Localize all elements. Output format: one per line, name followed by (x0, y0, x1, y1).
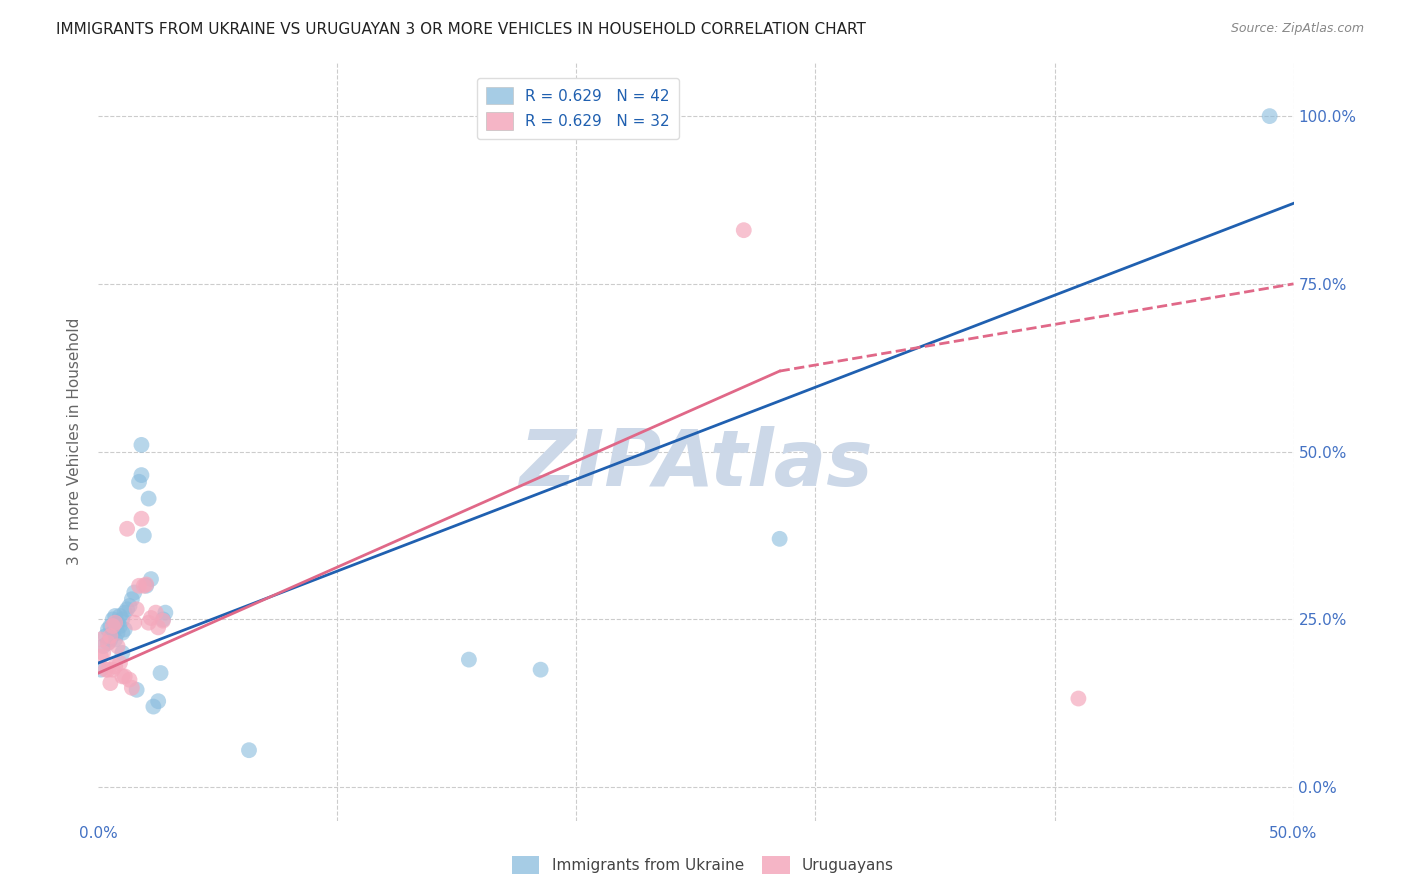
Point (94, 629, 117, 643)
Point (104, 609, 127, 624)
Point (104, 632, 127, 647)
Point (121, 681, 143, 695)
Point (148, 694, 170, 708)
Point (131, 468, 153, 483)
Point (155, 606, 177, 620)
Point (90, 632, 112, 647)
Point (114, 623, 136, 637)
Point (114, 606, 136, 620)
Point (97, 636, 120, 650)
Point (107, 615, 129, 630)
Point (131, 512, 153, 526)
Point (135, 579, 157, 593)
Point (98, 619, 122, 633)
Point (98, 632, 122, 647)
Text: Source: ZipAtlas.com: Source: ZipAtlas.com (1230, 22, 1364, 36)
Point (90, 649, 112, 664)
Text: ZIPAtlas: ZIPAtlas (519, 426, 873, 502)
Point (114, 669, 136, 683)
Point (138, 615, 160, 630)
Point (121, 592, 143, 607)
Point (104, 615, 127, 630)
Point (111, 612, 134, 626)
Point (91, 639, 114, 653)
Point (145, 606, 167, 620)
Point (104, 659, 127, 673)
Point (91, 646, 114, 660)
Legend: Immigrants from Ukraine, Uruguayans: Immigrants from Ukraine, Uruguayans (506, 850, 900, 880)
Point (98, 629, 122, 643)
Point (132, 528, 155, 542)
Point (1067, 691, 1090, 706)
Point (132, 579, 155, 593)
Point (152, 612, 174, 626)
Point (149, 666, 172, 681)
Point (111, 669, 134, 683)
Point (118, 599, 141, 613)
Point (125, 682, 148, 697)
Point (90, 663, 112, 677)
Point (148, 620, 170, 634)
Point (139, 572, 162, 586)
Point (733, 223, 755, 237)
Point (458, 652, 481, 666)
Point (101, 625, 124, 640)
Point (768, 532, 790, 546)
Point (139, 611, 162, 625)
Text: IMMIGRANTS FROM UKRAINE VS URUGUAYAN 3 OR MORE VEHICLES IN HOUSEHOLD CORRELATION: IMMIGRANTS FROM UKRAINE VS URUGUAYAN 3 O… (56, 22, 866, 37)
Point (97, 623, 120, 637)
Point (101, 663, 124, 677)
Point (124, 615, 146, 630)
Point (530, 663, 553, 677)
Point (107, 625, 129, 640)
Point (115, 602, 138, 616)
Point (98, 676, 122, 690)
Point (125, 602, 148, 616)
Point (101, 619, 124, 633)
Point (97, 636, 120, 650)
Point (101, 612, 124, 626)
Point (115, 522, 138, 536)
Y-axis label: 3 or more Vehicles in Household: 3 or more Vehicles in Household (67, 318, 83, 566)
Legend: R = 0.629   N = 42, R = 0.629   N = 32: R = 0.629 N = 42, R = 0.629 N = 32 (477, 78, 679, 139)
Point (97, 663, 120, 677)
Point (124, 585, 146, 599)
Point (142, 699, 165, 714)
Point (1258, 109, 1281, 123)
Point (108, 619, 131, 633)
Point (108, 656, 131, 670)
Point (94, 663, 117, 677)
Point (135, 577, 157, 591)
Point (128, 579, 150, 593)
Point (107, 639, 129, 653)
Point (118, 673, 141, 687)
Point (111, 625, 134, 640)
Point (238, 743, 260, 757)
Point (152, 614, 174, 628)
Point (131, 438, 153, 452)
Point (138, 491, 160, 506)
Point (108, 609, 131, 624)
Point (111, 646, 134, 660)
Point (128, 475, 150, 489)
